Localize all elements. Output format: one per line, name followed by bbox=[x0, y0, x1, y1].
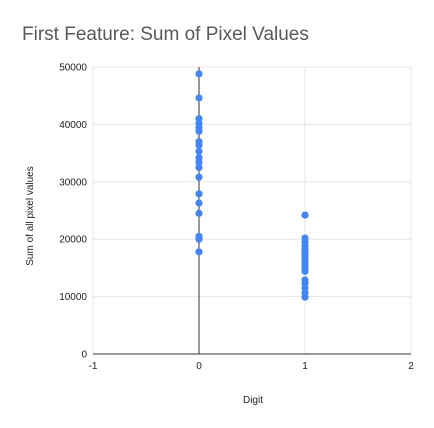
data-point bbox=[195, 163, 203, 172]
data-point bbox=[195, 199, 203, 207]
data-point bbox=[195, 209, 203, 217]
data-points bbox=[195, 70, 309, 301]
x-tick-label: 1 bbox=[302, 361, 308, 372]
x-tick-label: -1 bbox=[89, 361, 98, 372]
data-point bbox=[195, 173, 203, 181]
data-point bbox=[195, 94, 203, 102]
data-point bbox=[195, 141, 203, 149]
data-point bbox=[195, 158, 203, 166]
y-tick-label: 0 bbox=[81, 350, 87, 361]
data-point bbox=[195, 190, 203, 198]
data-point bbox=[195, 147, 203, 155]
y-tick-label: 30000 bbox=[59, 177, 87, 188]
axes bbox=[93, 67, 411, 355]
data-point bbox=[301, 293, 309, 301]
data-point bbox=[301, 267, 309, 275]
y-tick-label: 40000 bbox=[59, 120, 87, 131]
data-point bbox=[195, 248, 203, 256]
data-point bbox=[195, 70, 203, 78]
y-tick-label: 10000 bbox=[59, 292, 87, 303]
y-tick-label: 20000 bbox=[59, 235, 87, 246]
y-tick-label: 50000 bbox=[59, 63, 87, 74]
data-point bbox=[195, 235, 203, 243]
chart-title: First Feature: Sum of Pixel Values bbox=[22, 24, 309, 45]
data-point bbox=[301, 211, 309, 219]
gridlines bbox=[92, 66, 412, 354]
x-tick-label: 2 bbox=[408, 361, 414, 372]
x-axis-label: Digit bbox=[243, 395, 263, 406]
y-axis-label: Sum of all pixel values bbox=[25, 166, 36, 266]
x-tick-label: 0 bbox=[196, 361, 202, 372]
data-point bbox=[195, 127, 203, 135]
